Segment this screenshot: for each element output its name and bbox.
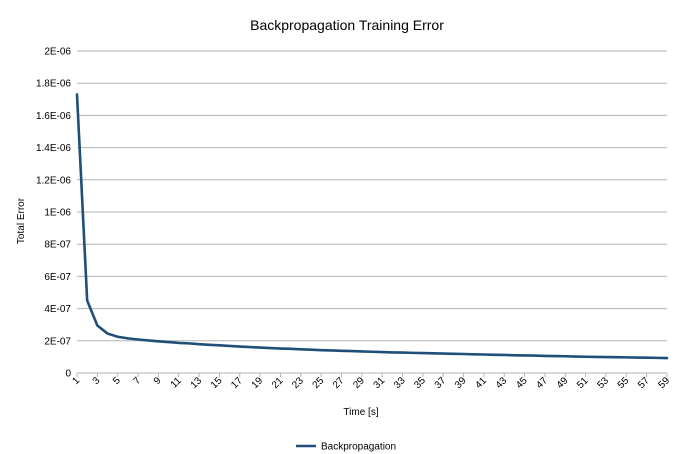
x-tick-label: 27 [331,375,347,391]
x-tick-label: 39 [453,375,469,391]
y-tick-label: 1E-06 [44,208,71,219]
x-tick-label: 31 [372,375,388,391]
y-tick-label: 8E-07 [44,240,71,251]
x-tick-label: 5 [111,375,123,387]
y-tick-label: 4E-07 [44,304,71,315]
x-tick-label: 25 [311,375,327,391]
x-tick-label: 37 [433,375,449,391]
x-tick-label: 11 [169,375,184,390]
x-tick-label: 7 [131,375,143,387]
series-line-0 [75,93,669,360]
y-tick-label: 1.2E-06 [36,175,71,186]
x-tick-label: 13 [189,375,205,391]
y-axis-title: Total Error [16,197,27,244]
x-axis-title: Time [s] [343,407,378,418]
x-tick-label: 41 [473,375,489,391]
x-axis-ticks: 1 3 5 7 9 11 13 15 17 19 21 23 25 27 29 31 33 35 37 39 41 43 4… [70,373,672,391]
x-tick-label: 53 [595,375,611,391]
x-tick-label: 3 [91,375,103,387]
x-tick-label: 15 [209,375,225,391]
x-tick-label: 17 [229,375,245,391]
x-tick-label: 1 [70,375,82,387]
legend: Backpropagation [296,442,396,453]
series-layer [75,93,669,360]
x-tick-label: 45 [514,375,530,391]
x-tick-label: 33 [392,375,408,391]
y-tick-label: 6E-07 [44,272,71,283]
x-tick-label: 43 [494,375,510,391]
x-tick-label: 49 [555,375,571,391]
grid [77,50,667,374]
y-axis-ticks: 0 2E-07 4E-07 6E-07 8E-07 1E-06 1.2E-06 1.4E-06… [36,47,71,380]
x-tick-label: 59 [656,375,672,391]
x-tick-label: 47 [534,375,550,391]
x-tick-label: 19 [250,375,266,391]
x-tick-label: 55 [616,375,632,391]
x-tick-label: 51 [575,375,591,391]
x-tick-label: 57 [636,375,652,391]
x-tick-label: 9 [152,375,164,387]
y-tick-label: 1.6E-06 [36,111,71,122]
y-tick-label: 1.8E-06 [36,79,71,90]
y-tick-label: 0 [65,369,71,380]
x-tick-label: 35 [412,375,428,391]
x-tick-label: 21 [270,375,286,391]
x-tick-label: 23 [290,375,306,391]
y-tick-label: 2E-06 [44,47,71,58]
x-tick-label: 29 [351,375,367,391]
chart-title: Backpropagation Training Error [250,17,444,33]
y-tick-label: 1.4E-06 [36,143,71,154]
y-tick-label: 2E-07 [44,336,71,347]
legend-label: Backpropagation [321,442,396,453]
